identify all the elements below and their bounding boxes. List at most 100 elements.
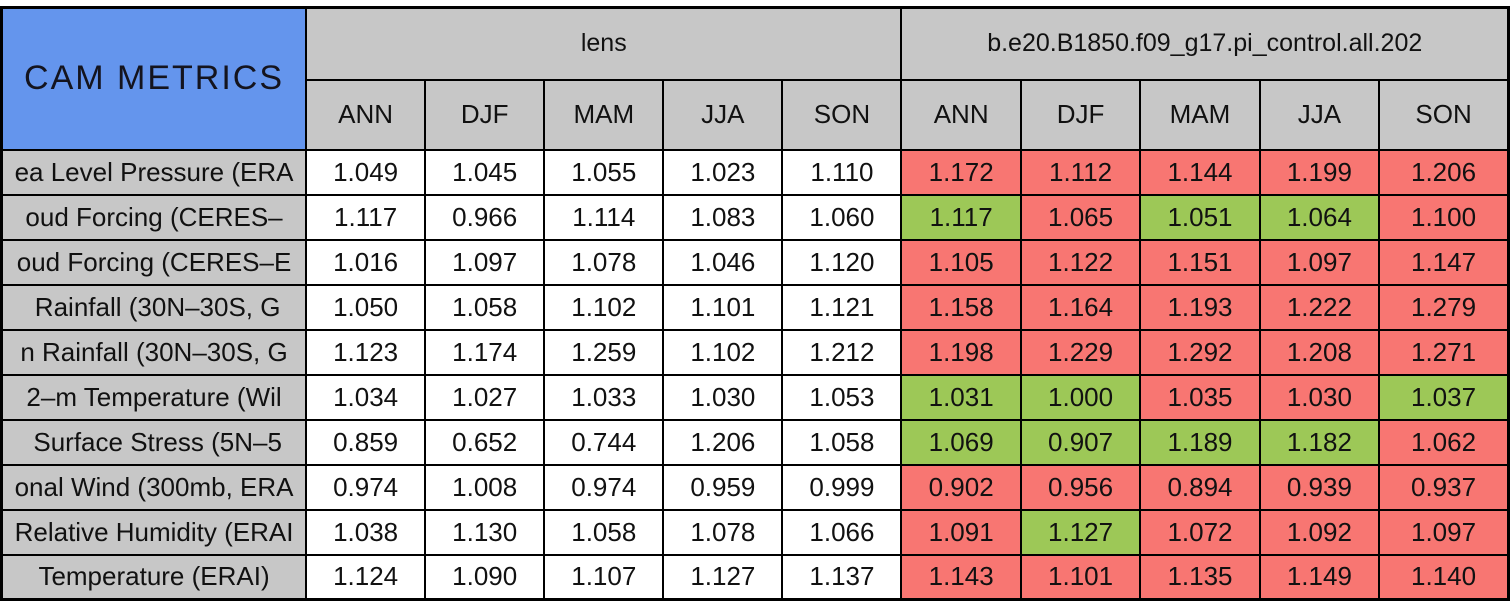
metric-value-cell-control: 1.147: [1378, 238, 1510, 286]
metric-value-cell-lens: 1.053: [781, 373, 903, 421]
metric-value-cell-control: 1.105: [900, 238, 1022, 286]
season-header-mam-group1: MAM: [1139, 78, 1261, 151]
metric-value-cell-lens: 1.030: [662, 373, 784, 421]
row-label: n Rainfall (30N–30S, G: [0, 328, 308, 376]
metric-value-cell-lens: 1.174: [424, 328, 546, 376]
metric-value-cell-lens: 1.120: [781, 238, 903, 286]
metric-value-cell-control: 1.279: [1378, 283, 1510, 331]
season-header-djf-group0: DJF: [424, 78, 546, 151]
metric-value-cell-control: 0.907: [1019, 418, 1142, 466]
table-row: oud Forcing (CERES–E 1.016 1.097 1.078 1.046…: [0, 238, 1510, 286]
metric-value-cell-control: 1.035: [1139, 373, 1261, 421]
season-header-jja-group0: JJA: [662, 78, 784, 151]
metrics-table: CAM METRICS lens b.e20.B1850.f09_g17.pi_…: [0, 6, 1510, 601]
season-header-jja-group1: JJA: [1258, 78, 1381, 151]
metric-value-cell-control: 1.117: [900, 193, 1022, 241]
metric-value-cell-lens: 1.083: [662, 193, 784, 241]
metric-value-cell-control: 1.097: [1378, 508, 1510, 556]
metric-value-cell-control: 1.222: [1258, 283, 1381, 331]
metric-value-cell-lens: 1.123: [305, 328, 427, 376]
metric-value-cell-lens: 1.127: [662, 553, 784, 601]
metric-value-cell-control: 1.135: [1139, 553, 1261, 601]
metric-value-cell-control: 1.064: [1258, 193, 1381, 241]
table-row: Relative Humidity (ERAI 1.038 1.130 1.058 1.…: [0, 508, 1510, 556]
metric-value-cell-control: 1.072: [1139, 508, 1261, 556]
metric-value-cell-lens: 1.121: [781, 283, 903, 331]
metric-value-cell-lens: 1.027: [424, 373, 546, 421]
metric-value-cell-control: 1.144: [1139, 148, 1261, 196]
metric-value-cell-lens: 0.859: [305, 418, 427, 466]
metric-value-cell-lens: 1.034: [305, 373, 427, 421]
season-header-row: ANN DJF MAM JJA SON ANN DJF MAM JJA SON: [2, 78, 1510, 151]
table-row: onal Wind (300mb, ERA 0.974 1.008 0.974 0.95…: [0, 463, 1510, 511]
metric-value-cell-control: 1.069: [900, 418, 1022, 466]
metric-value-cell-lens: 1.058: [424, 283, 546, 331]
metric-value-cell-lens: 0.652: [424, 418, 546, 466]
metric-value-cell-control: 1.065: [1019, 193, 1142, 241]
metric-value-cell-lens: 0.974: [305, 463, 427, 511]
season-header-ann-group0: ANN: [305, 78, 427, 151]
metric-value-cell-lens: 1.066: [781, 508, 903, 556]
metric-value-cell-control: 1.091: [900, 508, 1022, 556]
metric-value-cell-control: 0.937: [1378, 463, 1510, 511]
metric-value-cell-control: 0.902: [900, 463, 1022, 511]
metric-value-cell-control: 0.956: [1019, 463, 1142, 511]
metric-value-cell-lens: 1.078: [662, 508, 784, 556]
row-label: 2–m Temperature (Wil: [0, 373, 308, 421]
row-label: Temperature (ERAI): [0, 553, 308, 601]
metric-value-cell-control: 1.198: [900, 328, 1022, 376]
metric-value-cell-control: 1.000: [1019, 373, 1142, 421]
row-label: onal Wind (300mb, ERA: [0, 463, 308, 511]
metric-value-cell-control: 1.206: [1378, 148, 1510, 196]
metric-value-cell-control: 1.101: [1019, 553, 1142, 601]
metric-value-cell-lens: 1.117: [305, 193, 427, 241]
metric-value-cell-lens: 1.259: [543, 328, 665, 376]
metric-value-cell-control: 1.164: [1019, 283, 1142, 331]
metric-value-cell-control: 1.030: [1258, 373, 1381, 421]
metric-value-cell-lens: 1.023: [662, 148, 784, 196]
metric-value-cell-control: 1.182: [1258, 418, 1381, 466]
metric-value-cell-lens: 1.078: [543, 238, 665, 286]
season-header-mam-group0: MAM: [543, 78, 665, 151]
metric-value-cell-lens: 1.130: [424, 508, 546, 556]
row-label: Rainfall (30N–30S, G: [0, 283, 308, 331]
table-title-cell: CAM METRICS: [0, 6, 308, 151]
table-row: Surface Stress (5N–5 0.859 0.652 0.744 1.206…: [0, 418, 1510, 466]
table-row: 2–m Temperature (Wil 1.034 1.027 1.033 1.030…: [0, 373, 1510, 421]
metric-value-cell-control: 1.140: [1378, 553, 1510, 601]
season-header-djf-group1: DJF: [1019, 78, 1142, 151]
metric-value-cell-lens: 1.008: [424, 463, 546, 511]
metric-value-cell-lens: 1.107: [543, 553, 665, 601]
metric-value-cell-lens: 1.114: [543, 193, 665, 241]
metric-value-cell-lens: 0.999: [781, 463, 903, 511]
metric-value-cell-control: 0.939: [1258, 463, 1381, 511]
metric-value-cell-control: 1.127: [1019, 508, 1142, 556]
metric-value-cell-lens: 1.124: [305, 553, 427, 601]
metric-value-cell-control: 1.271: [1378, 328, 1510, 376]
metric-value-cell-lens: 1.137: [781, 553, 903, 601]
metric-value-cell-lens: 1.033: [543, 373, 665, 421]
row-label: oud Forcing (CERES–: [0, 193, 308, 241]
metric-value-cell-lens: 0.966: [424, 193, 546, 241]
table-row: n Rainfall (30N–30S, G 1.123 1.174 1.259 1.1…: [0, 328, 1510, 376]
metric-value-cell-lens: 1.060: [781, 193, 903, 241]
metric-value-cell-lens: 0.744: [543, 418, 665, 466]
metric-value-cell-lens: 1.097: [424, 238, 546, 286]
metric-value-cell-lens: 1.050: [305, 283, 427, 331]
group-header-row: CAM METRICS lens b.e20.B1850.f09_g17.pi_…: [0, 6, 1510, 151]
metric-value-cell-control: 1.151: [1139, 238, 1261, 286]
metric-value-cell-control: 1.189: [1139, 418, 1261, 466]
metric-value-cell-control: 1.062: [1378, 418, 1510, 466]
metric-value-cell-control: 1.292: [1139, 328, 1261, 376]
metric-value-cell-control: 1.051: [1139, 193, 1261, 241]
metric-value-cell-lens: 0.959: [662, 463, 784, 511]
season-header-son-group1: SON: [1378, 78, 1510, 151]
metric-value-cell-control: 1.143: [900, 553, 1022, 601]
metric-value-cell-lens: 1.046: [662, 238, 784, 286]
metric-value-cell-lens: 1.212: [781, 328, 903, 376]
metric-value-cell-lens: 0.974: [543, 463, 665, 511]
metric-value-cell-control: 1.193: [1139, 283, 1261, 331]
metric-value-cell-lens: 1.049: [305, 148, 427, 196]
metric-value-cell-control: 1.229: [1019, 328, 1142, 376]
